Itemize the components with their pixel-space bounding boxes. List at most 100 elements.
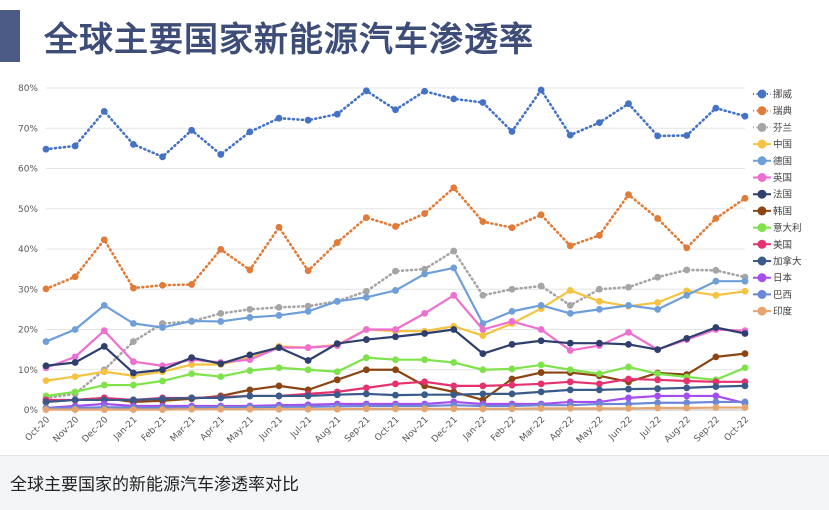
data-point: [537, 369, 545, 376]
series-1: [42, 184, 749, 293]
data-point: [42, 145, 50, 153]
data-point: [159, 153, 166, 161]
data-point: [217, 394, 225, 402]
data-point: [304, 116, 312, 124]
data-point: [595, 297, 603, 305]
legend-item: 中国: [753, 139, 792, 151]
x-tick-label: May-22: [575, 415, 606, 446]
data-point: [362, 214, 370, 222]
x-tick-label: Apr-22: [548, 415, 576, 443]
legend-label: 挪威: [773, 89, 793, 101]
data-point: [537, 337, 545, 345]
data-point: [595, 370, 603, 378]
data-point: [421, 265, 429, 273]
legend-label: 德国: [773, 155, 792, 167]
data-point: [683, 399, 691, 407]
chart-caption: 全球主要国家的新能源汽车渗透率对比: [10, 475, 299, 495]
data-point: [275, 405, 283, 413]
data-point: [450, 326, 458, 333]
data-point: [712, 398, 720, 406]
data-point: [71, 406, 79, 413]
data-point: [450, 264, 458, 272]
data-point: [712, 353, 720, 361]
data-point: [246, 351, 254, 359]
data-point: [304, 357, 312, 364]
data-point: [625, 363, 632, 371]
data-point: [566, 242, 574, 250]
data-point: [362, 366, 370, 374]
data-point: [537, 380, 545, 388]
data-point: [741, 194, 749, 202]
data-point: [421, 356, 429, 364]
data-point: [683, 377, 691, 385]
data-point: [450, 95, 458, 103]
data-point: [304, 307, 312, 315]
legend-marker: [757, 106, 767, 116]
legend-label: 英国: [773, 172, 792, 184]
y-tick-label: 80%: [18, 84, 38, 94]
data-point: [741, 398, 749, 406]
data-point: [450, 405, 458, 413]
y-tick-label: 70%: [18, 124, 38, 134]
data-point: [566, 287, 574, 294]
data-point: [100, 327, 108, 335]
line-chart: 0%10%20%30%40%50%60%70%80%Oct-20 Nov-20 De…: [18, 84, 802, 446]
data-point: [42, 406, 50, 413]
data-point: [304, 392, 312, 400]
legend-marker: [757, 206, 767, 216]
data-point: [566, 378, 574, 386]
data-point: [362, 87, 370, 95]
data-point: [712, 277, 720, 285]
data-point: [188, 361, 196, 368]
data-point: [421, 391, 429, 399]
data-point: [129, 358, 137, 366]
data-point: [450, 359, 458, 366]
data-point: [654, 385, 662, 393]
series-line: [44, 88, 747, 159]
data-point: [421, 87, 429, 95]
data-point: [654, 273, 662, 281]
legend-marker: [757, 122, 767, 132]
y-tick-label: 30%: [18, 285, 38, 295]
data-point: [683, 392, 691, 400]
legend-item: 巴西: [753, 289, 792, 301]
data-point: [100, 301, 108, 309]
data-point: [71, 142, 79, 150]
data-point: [508, 340, 516, 348]
data-point: [654, 370, 662, 378]
data-point: [333, 340, 341, 347]
legend-item: 英国: [753, 172, 792, 184]
legend-label: 意大利: [773, 222, 802, 234]
data-point: [100, 368, 108, 376]
data-point: [217, 310, 225, 317]
data-point: [566, 404, 574, 412]
data-point: [304, 405, 312, 413]
data-point: [392, 366, 399, 374]
data-point: [654, 392, 662, 400]
data-point: [450, 382, 458, 390]
x-tick-label: Sep-21: [343, 415, 372, 444]
data-point: [275, 344, 283, 352]
data-point: [392, 223, 399, 230]
x-tick-label: Apr-21: [199, 415, 227, 443]
data-point: [362, 405, 370, 413]
data-point: [217, 405, 225, 413]
data-point: [654, 399, 662, 407]
legend-marker: [757, 223, 767, 233]
data-point: [333, 376, 341, 384]
data-point: [508, 365, 516, 373]
legend-marker: [757, 239, 767, 249]
legend-label: 瑞典: [773, 105, 793, 117]
series-13: [42, 404, 749, 413]
data-point: [333, 110, 341, 118]
data-point: [275, 223, 283, 231]
data-point: [129, 381, 137, 389]
legend-item: 美国: [753, 239, 792, 251]
data-point: [450, 291, 458, 299]
legend-item: 德国: [753, 155, 792, 167]
data-point: [566, 301, 574, 309]
data-point: [654, 346, 662, 354]
legend-item: 法国: [753, 189, 792, 201]
data-point: [479, 405, 487, 413]
legend-label: 加拿大: [773, 256, 802, 268]
